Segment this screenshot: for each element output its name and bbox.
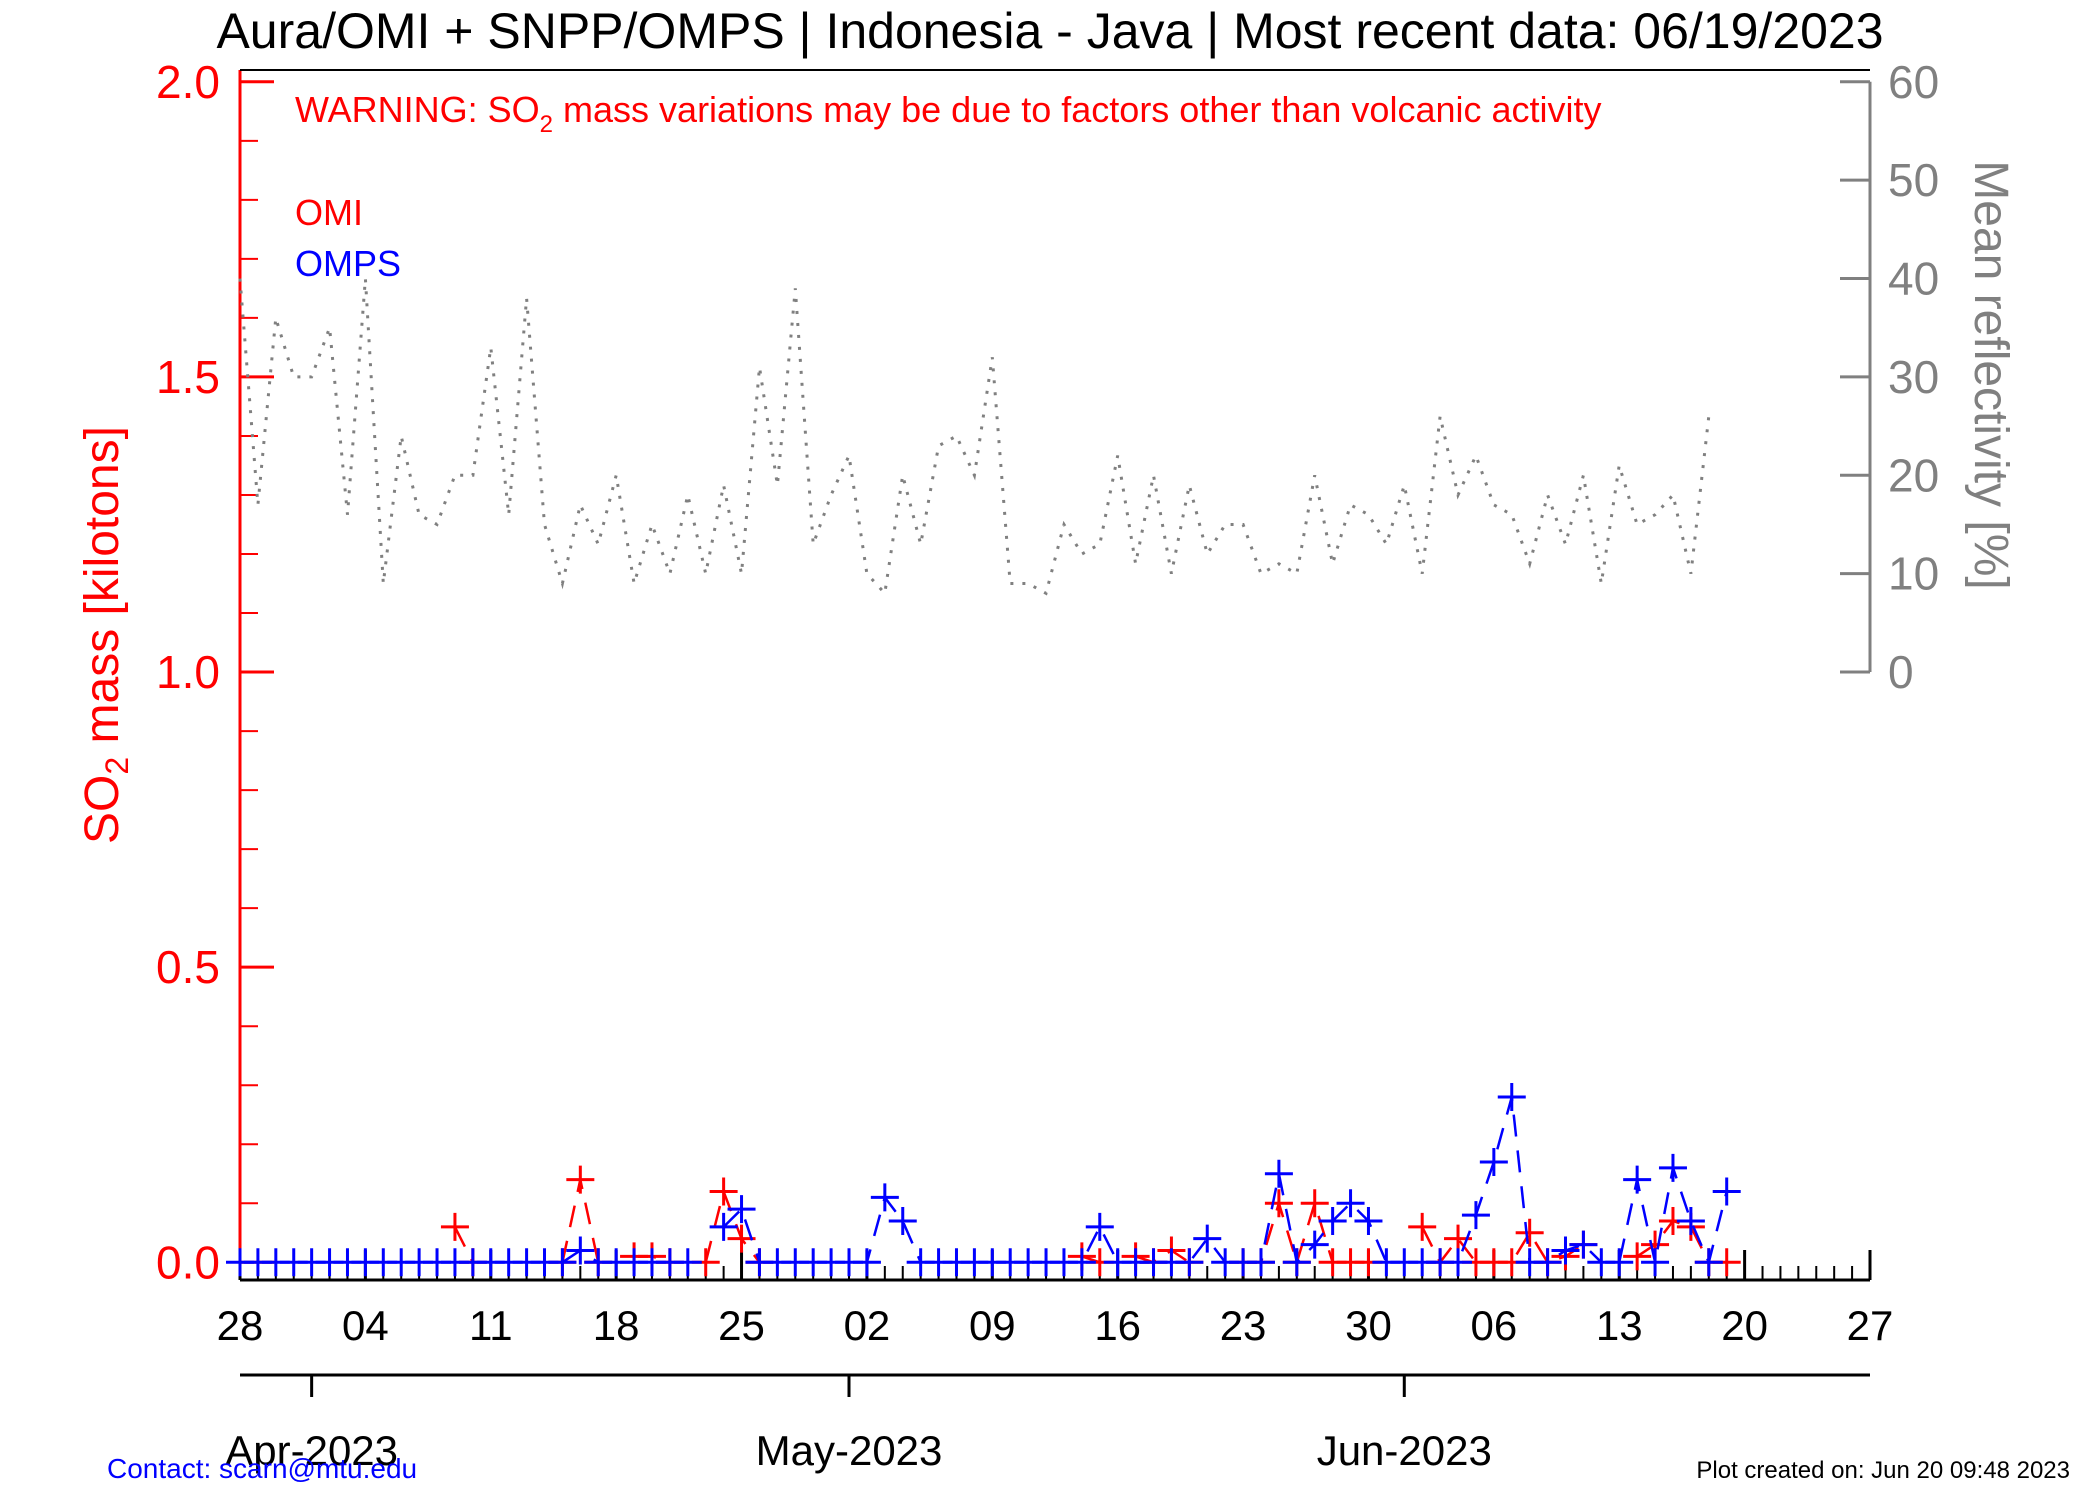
- data-point: [1658, 1153, 1687, 1182]
- data-point: [1569, 1230, 1598, 1259]
- omi-series: [440, 1165, 1741, 1277]
- x-tick-label: 23: [1220, 1302, 1267, 1349]
- y-right-tick-label: 20: [1888, 449, 1939, 501]
- chart-title: Aura/OMI + SNPP/OMPS | Indonesia - Java …: [216, 3, 1883, 59]
- y-axis-left-label: SO2 mass [kilotons]: [76, 426, 135, 844]
- data-point: [1282, 1248, 1311, 1277]
- data-point: [727, 1195, 756, 1224]
- y-right-tick-label: 40: [1888, 253, 1939, 305]
- data-point: [1641, 1248, 1670, 1277]
- data-point: [1623, 1165, 1652, 1194]
- data-point: [1246, 1248, 1275, 1277]
- x-tick-label: 30: [1345, 1302, 1392, 1349]
- data-point: [1533, 1248, 1562, 1277]
- data-point: [440, 1212, 469, 1241]
- month-label: Apr-2023: [225, 1427, 398, 1474]
- x-tick-label: 16: [1094, 1302, 1141, 1349]
- data-point: [1336, 1189, 1365, 1218]
- data-point: [566, 1236, 595, 1265]
- y-right-tick-label: 0: [1888, 646, 1914, 698]
- y-right-tick-label: 60: [1888, 56, 1939, 108]
- data-point: [1444, 1248, 1473, 1277]
- x-tick-label: 20: [1721, 1302, 1768, 1349]
- data-point: [1694, 1248, 1723, 1277]
- data-point: [1085, 1212, 1114, 1241]
- contact-link[interactable]: Contact: scarn@mtu.edu: [107, 1453, 417, 1484]
- data-point: [1300, 1230, 1329, 1259]
- x-tick-label: 06: [1470, 1302, 1517, 1349]
- data-point: [1175, 1248, 1204, 1277]
- month-label: May-2023: [756, 1427, 943, 1474]
- series-line: [240, 1096, 1728, 1267]
- data-point: [566, 1165, 595, 1194]
- plot-created-text: Plot created on: Jun 20 09:48 2023: [1696, 1457, 2070, 1484]
- x-tick-label: 13: [1596, 1302, 1643, 1349]
- data-point: [1605, 1248, 1634, 1277]
- data-point: [1515, 1218, 1544, 1247]
- data-point: [673, 1248, 702, 1277]
- y-left-tick-label: 1.5: [156, 351, 220, 403]
- x-tick-label: 25: [718, 1302, 765, 1349]
- data-point: [1712, 1177, 1741, 1206]
- data-point: [1461, 1201, 1490, 1230]
- x-tick-label: 27: [1847, 1302, 1894, 1349]
- data-point: [1676, 1206, 1705, 1235]
- x-tick-label: 28: [217, 1302, 264, 1349]
- y-left-tick-label: 0.0: [156, 1236, 220, 1288]
- y-right-tick-label: 50: [1888, 154, 1939, 206]
- series-layer: [226, 278, 1741, 1277]
- month-label: Jun-2023: [1317, 1427, 1492, 1474]
- y-right-tick-label: 10: [1888, 548, 1939, 600]
- x-tick-label: 09: [969, 1302, 1016, 1349]
- legend-omps: OMPS: [295, 243, 401, 284]
- x-tick-label: 04: [342, 1302, 389, 1349]
- omps-series: [226, 1083, 1741, 1277]
- data-point: [1193, 1224, 1222, 1253]
- y-left-tick-label: 0.5: [156, 941, 220, 993]
- y-left-tick-label: 1.0: [156, 646, 220, 698]
- series-line: [453, 1179, 1727, 1267]
- y-left-tick-label: 2.0: [156, 56, 220, 108]
- legend-omi: OMI: [295, 192, 363, 233]
- data-point: [709, 1212, 738, 1241]
- data-point: [1300, 1189, 1329, 1218]
- data-point: [1318, 1206, 1347, 1235]
- reflectivity-series: [238, 278, 1711, 597]
- data-point: [1264, 1159, 1293, 1188]
- data-point: [1067, 1248, 1096, 1277]
- data-point: [548, 1248, 577, 1277]
- data-point: [1264, 1189, 1293, 1218]
- x-tick-label: 02: [844, 1302, 891, 1349]
- data-point: [1497, 1083, 1526, 1112]
- x-tick-label: 11: [469, 1302, 513, 1349]
- data-point: [1479, 1147, 1508, 1176]
- data-point: [852, 1248, 881, 1277]
- data-point: [870, 1183, 899, 1212]
- data-point: [1623, 1242, 1652, 1271]
- data-point: [888, 1206, 917, 1235]
- y-right-tick-label: 30: [1888, 351, 1939, 403]
- y-axis-right-label: Mean reflectivity [%]: [1964, 160, 2017, 589]
- x-tick-label: 18: [593, 1302, 640, 1349]
- data-point: [1354, 1206, 1383, 1235]
- data-point: [709, 1177, 738, 1206]
- warning-text: WARNING: SO2 mass variations may be due …: [295, 89, 1602, 138]
- series-line: [238, 278, 1711, 597]
- data-point: [1408, 1212, 1437, 1241]
- data-point: [1551, 1236, 1580, 1265]
